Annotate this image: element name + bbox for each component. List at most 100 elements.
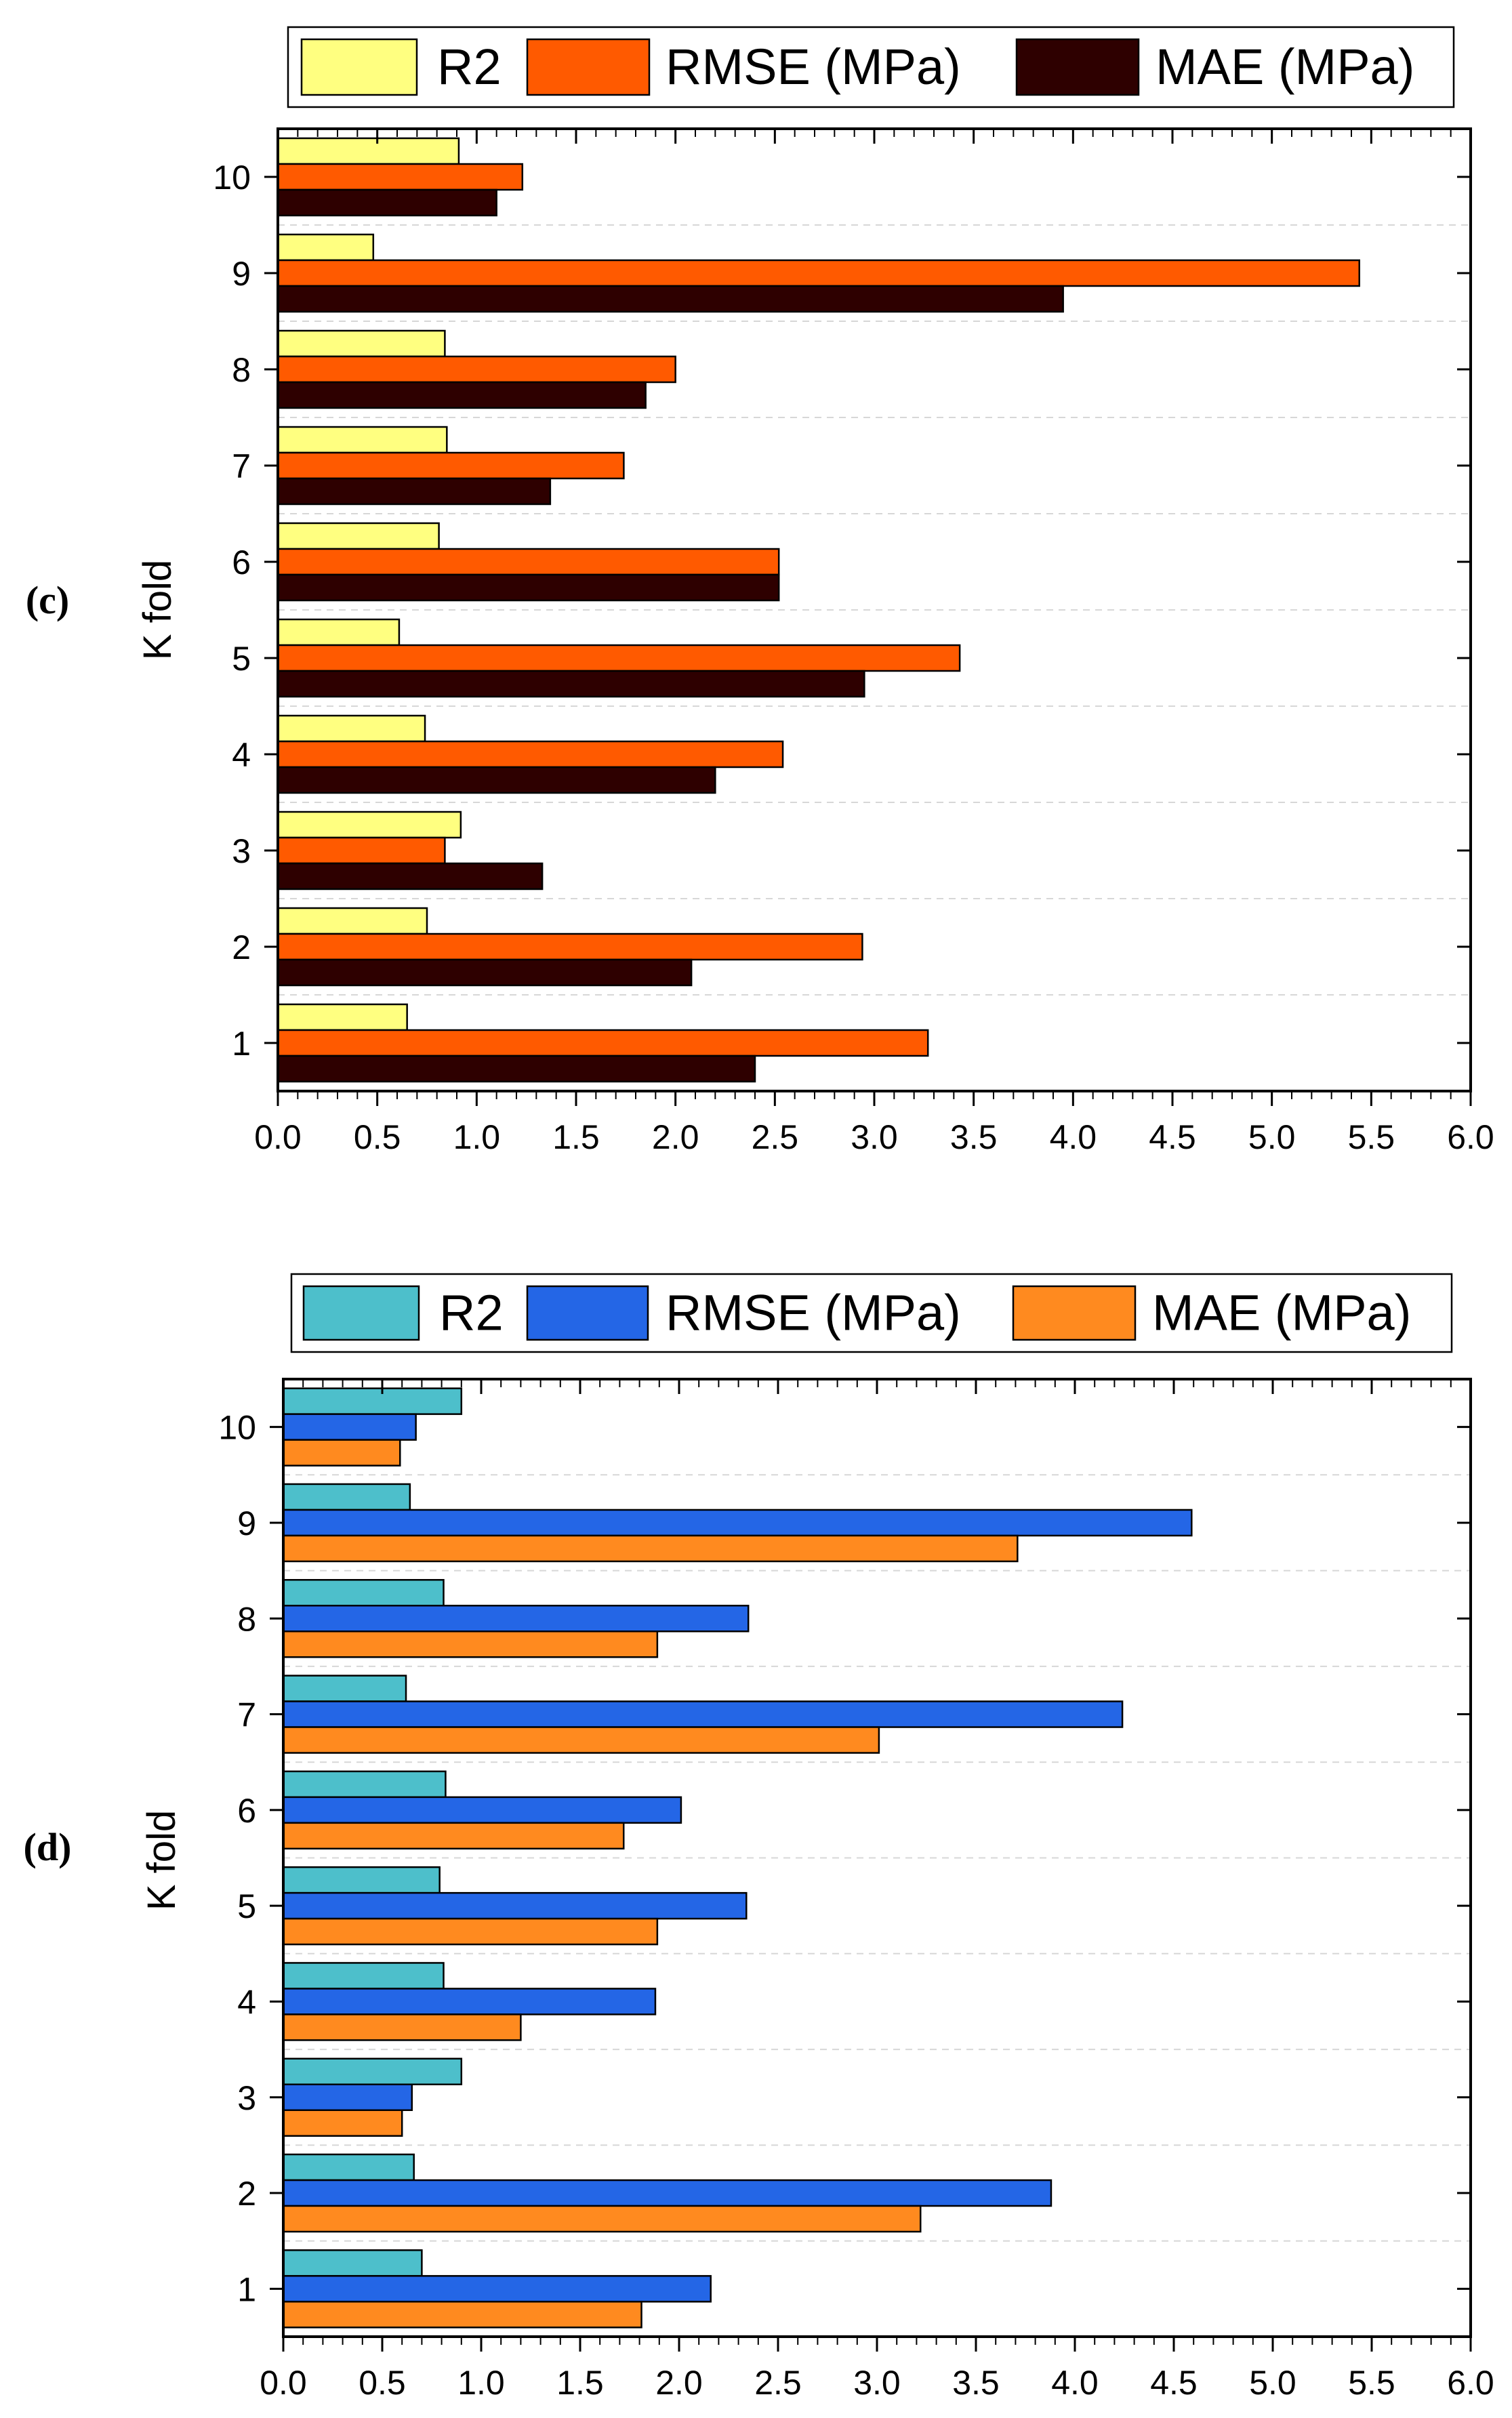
bar-mae-fold-4 (282, 2013, 522, 2041)
y-tick-label: 6 (237, 1792, 256, 1830)
bar-mae-fold-1 (277, 1054, 756, 1083)
legend-label: MAE (MPa) (1156, 39, 1414, 95)
bar-mae-fold-8 (282, 1631, 659, 1658)
x-tick-label: 1.0 (457, 2364, 505, 2402)
bar-mae-fold-9 (282, 1534, 1019, 1563)
legend-swatch (526, 1285, 649, 1341)
x-tick-label: 5.0 (1248, 1118, 1296, 1156)
legend-swatch (526, 38, 651, 96)
y-tick-label: 4 (232, 736, 251, 774)
y-tick-label: 2 (237, 2175, 256, 2213)
x-tick-label: 0.5 (359, 2364, 406, 2402)
bar-r2-fold-5 (277, 618, 401, 647)
bar-rmse-fold-8 (282, 1605, 750, 1633)
y-tick-label: 7 (232, 447, 251, 485)
x-tick-label: 2.0 (655, 2364, 703, 2402)
legend-label: RMSE (MPa) (666, 1285, 961, 1341)
legend-frame (287, 26, 1455, 108)
y-tick-label: 6 (232, 544, 251, 581)
bar-r2-fold-5 (282, 1866, 441, 1894)
bar-r2-fold-7 (282, 1675, 407, 1702)
chart-panel-1: 0.0 0.5 1.0 1.5 2.0 2.5 3.0 3.5 4.0 4.5 5.0 5.5 6.0 1… (26, 26, 1494, 1156)
bar-r2-fold-4 (277, 714, 426, 743)
x-tick-label: 5.5 (1348, 1118, 1395, 1156)
x-tick-label: 3.5 (952, 2364, 1000, 2402)
bar-rmse-fold-9 (282, 1509, 1193, 1537)
bar-rmse-fold-3 (282, 2083, 413, 2111)
bar-rmse-fold-10 (277, 163, 524, 191)
bar-mae-fold-5 (277, 670, 865, 698)
bar-mae-fold-4 (277, 766, 716, 794)
y-tick-label: 10 (213, 159, 251, 197)
bar-mae-fold-1 (282, 2301, 642, 2329)
bar-rmse-fold-6 (282, 1796, 682, 1824)
x-tick-label: 6.0 (1447, 2364, 1494, 2402)
x-tick-label: 3.0 (853, 2364, 901, 2402)
bar-rmse-fold-7 (277, 451, 625, 480)
bar-mae-fold-9 (277, 285, 1064, 313)
y-tick-label: 10 (218, 1409, 256, 1447)
legend: R2 RMSE (MPa) MAE (MPa) (290, 1273, 1453, 1353)
legend-swatch (302, 1285, 420, 1341)
bar-r2-fold-6 (282, 1770, 447, 1799)
x-tick-label: 3.0 (851, 1118, 898, 1156)
bar-r2-fold-8 (282, 1579, 445, 1607)
bar-r2-fold-4 (282, 1962, 445, 1990)
x-tick-label: 4.0 (1051, 2364, 1099, 2402)
x-tick-label: 1.5 (556, 2364, 604, 2402)
x-tick-label: 1.5 (552, 1118, 600, 1156)
legend-label: R2 (439, 1285, 504, 1341)
bar-rmse-fold-3 (277, 836, 446, 865)
x-tick-label: 4.0 (1050, 1118, 1097, 1156)
y-tick-label: 2 (232, 928, 251, 966)
bar-r2-fold-3 (277, 811, 462, 839)
x-tick-label: 6.0 (1447, 1118, 1494, 1156)
y-tick-label: 9 (232, 255, 251, 293)
y-tick-label: 1 (237, 2270, 256, 2308)
chart-panel-2: 0.0 0.5 1.0 1.5 2.0 2.5 3.0 3.5 4.0 4.5 5.0 5.5 6.0 1… (24, 1273, 1494, 2402)
y-tick-label: 8 (232, 351, 251, 389)
bar-rmse-fold-1 (277, 1029, 929, 1057)
x-tick-label: 5.0 (1249, 2364, 1296, 2402)
bar-rmse-fold-5 (277, 644, 961, 672)
y-tick-label: 5 (237, 1887, 256, 1925)
bar-mae-fold-2 (277, 958, 693, 987)
bar-mae-fold-7 (277, 477, 552, 506)
legend-label: R2 (437, 39, 502, 95)
x-tick-label: 0.5 (354, 1118, 401, 1156)
bar-rmse-fold-4 (277, 740, 784, 769)
bar-rmse-fold-10 (282, 1413, 417, 1441)
bar-r2-fold-7 (277, 426, 448, 454)
x-tick-label: 0.0 (254, 1118, 302, 1156)
bar-r2-fold-10 (277, 137, 460, 165)
y-tick-label: 8 (237, 1600, 256, 1638)
y-tick-label: 9 (237, 1504, 256, 1542)
legend-label: RMSE (MPa) (666, 39, 961, 95)
bar-r2-fold-1 (282, 2249, 423, 2277)
y-tick-label: 3 (237, 2079, 256, 2117)
bar-rmse-fold-7 (282, 1700, 1124, 1728)
bar-rmse-fold-6 (277, 548, 780, 576)
x-tick-label: 4.5 (1150, 2364, 1198, 2402)
y-tick-label: 4 (237, 1983, 256, 2021)
x-tick-label: 1.0 (453, 1118, 501, 1156)
y-tick-label: 5 (232, 640, 251, 678)
bar-r2-fold-10 (282, 1387, 463, 1415)
legend-frame (290, 1273, 1453, 1353)
bar-rmse-fold-9 (277, 259, 1360, 287)
bar-r2-fold-9 (282, 1483, 411, 1511)
x-tick-label: 3.5 (950, 1118, 998, 1156)
y-tick-label: 3 (232, 832, 251, 870)
legend-swatch (300, 38, 418, 96)
x-tick-label: 2.5 (752, 1118, 799, 1156)
bar-mae-fold-3 (277, 862, 544, 890)
y-tick-label: 1 (232, 1025, 251, 1063)
legend-swatch (1015, 38, 1140, 96)
x-tick-label: 0.0 (260, 2364, 307, 2402)
x-tick-label: 5.5 (1348, 2364, 1395, 2402)
y-axis-label: K fold (136, 560, 180, 660)
bar-r2-fold-8 (277, 329, 446, 358)
bar-r2-fold-2 (277, 907, 428, 935)
bar-mae-fold-10 (282, 1439, 401, 1467)
